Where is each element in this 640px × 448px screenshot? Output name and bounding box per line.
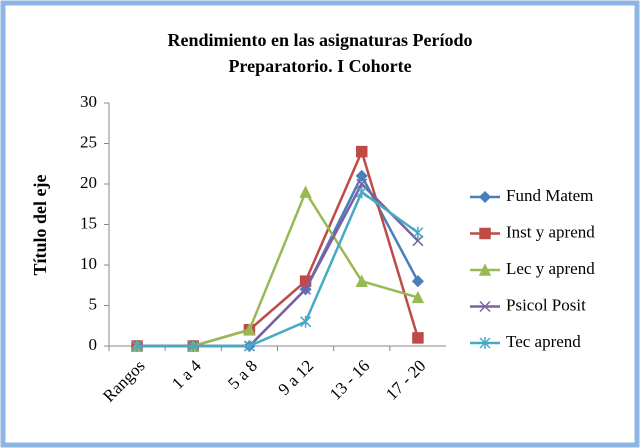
marker xyxy=(356,186,368,199)
marker xyxy=(411,275,424,288)
marker xyxy=(243,323,256,336)
marker xyxy=(299,185,312,198)
legend-label: Tec aprend xyxy=(506,332,581,351)
marker xyxy=(479,227,491,240)
marker xyxy=(356,145,368,158)
marker xyxy=(479,300,491,313)
legend-label: Lec y aprend xyxy=(506,259,595,278)
y-tick-label: 30 xyxy=(80,92,97,111)
marker xyxy=(412,226,424,239)
y-tick-label: 10 xyxy=(80,254,97,273)
marker xyxy=(355,274,368,287)
legend-label: Psicol Posit xyxy=(506,295,586,314)
marker xyxy=(478,190,492,204)
marker xyxy=(479,337,491,349)
y-tick-label: 15 xyxy=(80,213,97,232)
series-line xyxy=(137,190,419,348)
chart-title: Preparatorio. I Cohorte xyxy=(228,56,411,76)
marker xyxy=(300,315,312,328)
y-tick-label: 5 xyxy=(89,294,98,313)
marker xyxy=(356,178,368,190)
y-tick-label: 25 xyxy=(80,132,97,151)
y-tick-label: 20 xyxy=(80,173,97,192)
y-axis-label: Título del eje xyxy=(30,175,50,276)
marker xyxy=(243,340,255,352)
marker xyxy=(412,332,424,344)
marker xyxy=(187,340,199,352)
marker xyxy=(412,235,424,247)
marker xyxy=(478,263,492,276)
legend-label: Fund Matem xyxy=(506,186,593,205)
legend-label: Inst y aprend xyxy=(506,222,595,241)
marker xyxy=(355,169,368,182)
y-tick-label: 0 xyxy=(89,335,98,354)
marker xyxy=(131,340,143,352)
marker xyxy=(300,283,312,295)
marker xyxy=(411,290,425,304)
chart-title: Rendimiento en las asignaturas Período xyxy=(167,30,472,50)
